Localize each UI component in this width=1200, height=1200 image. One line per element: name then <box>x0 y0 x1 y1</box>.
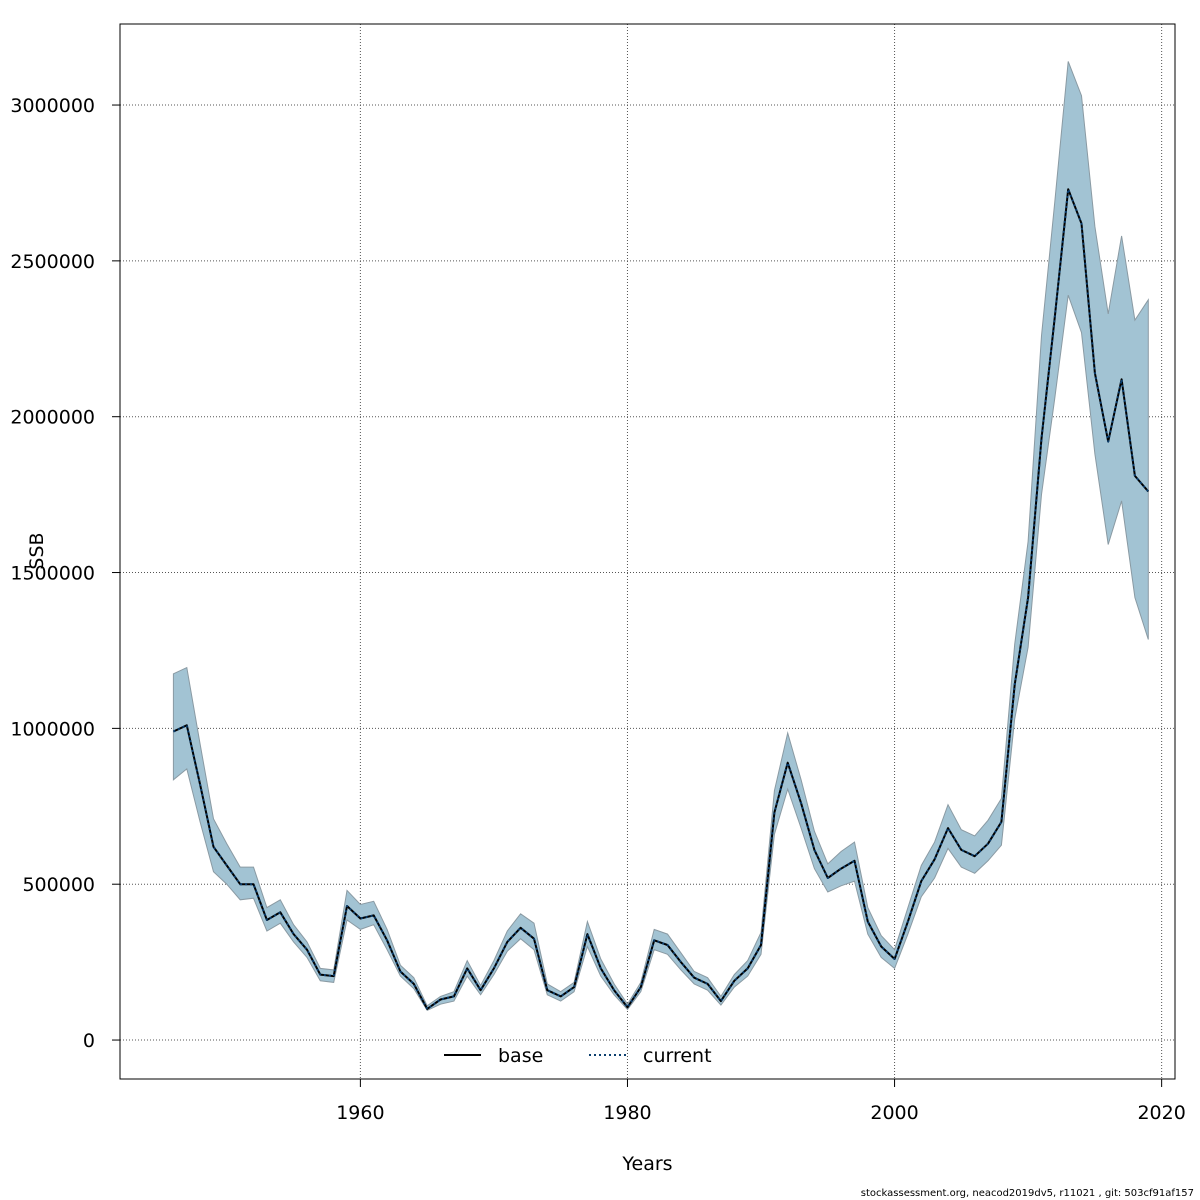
y-tick-label: 2500000 <box>10 251 95 273</box>
y-tick-label: 3000000 <box>10 95 95 117</box>
x-tick-label: 1960 <box>336 1102 384 1124</box>
x-axis-title: Years <box>621 1153 672 1175</box>
x-tick-label: 2000 <box>870 1102 918 1124</box>
grid <box>120 24 1175 1079</box>
y-axis-title: SSB <box>26 532 48 569</box>
series-line-current <box>172 188 1150 1010</box>
axis-ticks: 1960 1980 2000 2020 0 500000 1000000 1500000 200… <box>10 95 1185 1124</box>
y-tick-label: 1000000 <box>10 718 95 740</box>
y-tick-label: 500000 <box>22 874 95 896</box>
x-tick-label: 2020 <box>1137 1102 1185 1124</box>
legend-label-base: base <box>498 1045 543 1067</box>
y-tick-label: 1500000 <box>10 563 95 585</box>
series-lines <box>172 188 1150 1010</box>
plot-border <box>119 23 1176 1080</box>
y-tick-label: 2000000 <box>10 407 95 429</box>
confidence-band <box>172 61 1149 1012</box>
footer-credit: stockassessment.org, neacod2019dv5, r110… <box>860 1188 1194 1199</box>
legend: base current <box>444 1045 712 1067</box>
y-tick-label: 0 <box>83 1030 95 1052</box>
series-line-base <box>172 188 1150 1010</box>
legend-label-current: current <box>643 1045 712 1067</box>
x-tick-label: 1980 <box>603 1102 651 1124</box>
